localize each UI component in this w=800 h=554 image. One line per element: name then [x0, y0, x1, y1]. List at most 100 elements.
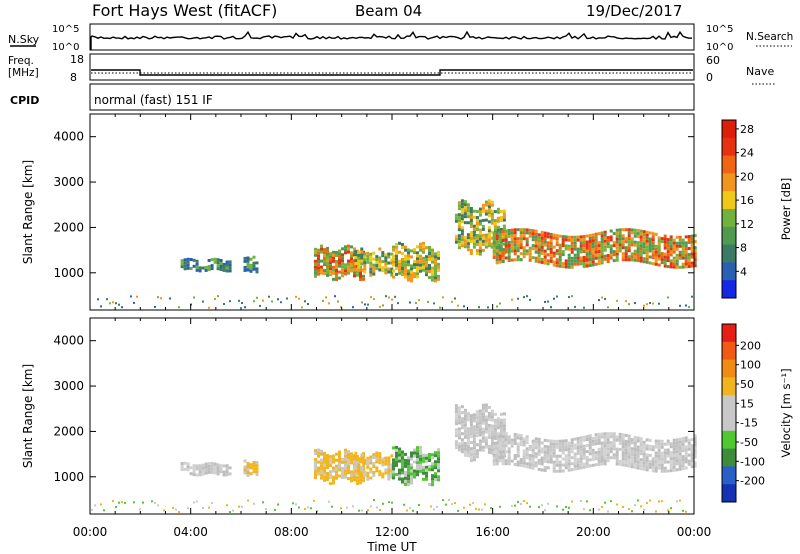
ground-scatter-cell [325, 296, 327, 299]
echo-cell [681, 443, 685, 447]
echo-cell [320, 464, 323, 468]
echo-cell [186, 462, 190, 466]
echo-cell [362, 476, 365, 480]
echo-cell [437, 457, 440, 461]
echo-cell [404, 458, 407, 462]
echo-cell [579, 241, 583, 245]
echo-cell [537, 260, 541, 264]
echo-cell [630, 456, 634, 460]
echo-cell [246, 465, 250, 468]
echo-cell [428, 252, 431, 255]
echo-cell [357, 463, 361, 467]
echo-cell [627, 458, 631, 462]
ground-scatter-cell [571, 500, 573, 503]
echo-cell [597, 256, 601, 260]
echo-cell [567, 450, 571, 454]
echo-cell [654, 457, 658, 461]
echo-cell [460, 405, 464, 409]
echo-cell [407, 477, 410, 481]
echo-cell [651, 250, 655, 254]
echo-cell [657, 463, 661, 467]
nave-label: Nave [746, 65, 774, 78]
noise-tick-high-right: 10^5 [706, 24, 733, 35]
echo-cell [537, 257, 541, 261]
colorbar-segment [722, 359, 736, 378]
echo-cell [582, 238, 586, 241]
echo-cell [357, 250, 361, 254]
echo-cell [546, 445, 550, 449]
ground-scatter-cell [241, 505, 243, 508]
echo-cell [332, 277, 335, 281]
echo-cell [320, 458, 323, 462]
echo-cell [366, 465, 370, 469]
echo-cell [216, 466, 220, 470]
echo-cell [404, 245, 407, 249]
echo-cell [207, 259, 211, 262]
echo-cell [425, 255, 428, 259]
echo-cell [354, 253, 358, 257]
echo-cell [201, 466, 205, 470]
echo-cell [384, 459, 388, 463]
echo-cell [225, 269, 229, 273]
echo-cell [663, 258, 667, 262]
echo-cell [475, 210, 479, 213]
echo-cell [490, 415, 494, 419]
echo-cell [675, 244, 679, 248]
echo-cell [207, 470, 211, 474]
echo-cell [419, 245, 422, 249]
echo-cell [407, 269, 410, 273]
echo-cell [335, 263, 338, 266]
echo-cell [425, 477, 428, 481]
ground-scatter-cell [121, 501, 123, 504]
echo-cell [642, 461, 646, 465]
y-tick-label: 2000 [53, 424, 84, 438]
echo-cell [582, 259, 586, 262]
echo-cell [636, 451, 640, 455]
echo-cell [326, 466, 329, 469]
echo-cell [633, 441, 637, 445]
echo-cell [681, 241, 685, 245]
echo-cell [410, 475, 413, 479]
echo-cell [201, 469, 205, 473]
echo-cell [609, 444, 613, 448]
echo-cell [552, 460, 556, 464]
echo-cell [657, 460, 661, 464]
echo-cell [648, 444, 652, 448]
echo-cell [478, 219, 482, 223]
echo-cell [567, 253, 571, 257]
echo-cell [495, 441, 499, 445]
echo-cell [528, 454, 532, 457]
echo-cell [369, 455, 373, 459]
echo-cell [317, 454, 320, 458]
echo-cell [502, 212, 506, 216]
echo-cell [555, 457, 559, 461]
echo-cell [540, 257, 544, 261]
echo-cell [357, 457, 361, 461]
echo-cell [645, 459, 649, 463]
ground-scatter-cell [187, 507, 189, 510]
ground-scatter-cell [529, 505, 531, 508]
echo-cell [510, 228, 514, 232]
echo-cell [492, 459, 496, 463]
echo-cell [431, 269, 434, 273]
echo-cell [326, 478, 329, 481]
echo-cell [579, 436, 583, 440]
echo-cell [492, 253, 496, 256]
echo-cell [481, 233, 485, 237]
echo-cell [636, 445, 640, 449]
echo-cell [466, 236, 470, 240]
echo-cell [320, 449, 323, 453]
echo-cell [639, 458, 643, 462]
echo-cell [198, 473, 202, 477]
echo-cell [428, 483, 431, 486]
echo-cell [633, 447, 637, 451]
echo-cell [597, 459, 601, 463]
echo-cell [570, 235, 574, 239]
echo-cell [669, 262, 673, 266]
echo-cell [463, 417, 467, 421]
echo-cell [347, 259, 350, 263]
echo-cell [499, 424, 503, 428]
echo-cell [329, 473, 332, 477]
echo-cell [338, 276, 341, 280]
ground-scatter-cell [298, 297, 300, 300]
